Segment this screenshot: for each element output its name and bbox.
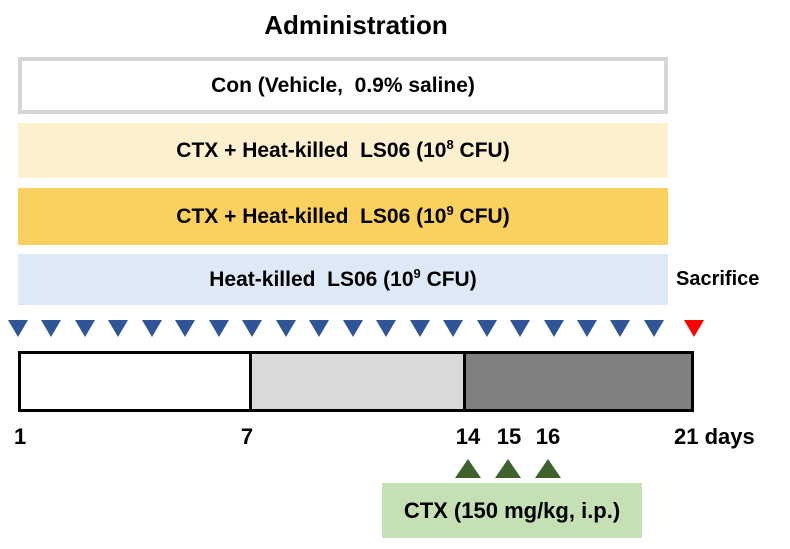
day-label-16: 16 xyxy=(535,424,561,449)
daily-dose-arrow-icon xyxy=(443,320,464,337)
daily-dose-arrow-icon xyxy=(543,320,564,337)
ctx-dose-arrow-icon xyxy=(455,459,481,478)
daily-dose-arrow-icon xyxy=(409,320,430,337)
daily-dose-arrow-icon xyxy=(275,320,296,337)
daily-dose-arrow-icon xyxy=(309,320,330,337)
sacrifice-arrow-icon xyxy=(684,320,704,337)
ctx-injection-label: CTX (150 mg/kg, i.p.) xyxy=(403,497,621,523)
ctx-injection-arrow-row xyxy=(455,459,561,478)
diagram-title: Administration xyxy=(264,10,448,40)
day-label-14: 14 xyxy=(455,424,481,449)
timeline-segment-days-7-14 xyxy=(248,354,466,409)
group-bar-ctx-ls06-1e9: CTX + Heat-killed LS06 (109 CFU) xyxy=(18,188,668,245)
day-label-21-days: 21 days xyxy=(674,424,755,449)
day-label-1: 1 xyxy=(14,424,27,449)
group-label: Heat-killed LS06 (109 CFU) xyxy=(209,265,477,291)
daily-dose-arrow-icon xyxy=(74,320,95,337)
ctx-dose-arrow-icon xyxy=(535,459,561,478)
daily-dose-arrow-icon xyxy=(643,320,664,337)
daily-dose-arrow-icon xyxy=(41,320,62,337)
ctx-injection-box: CTX (150 mg/kg, i.p.) xyxy=(382,483,642,538)
daily-dose-arrow-icon xyxy=(610,320,631,337)
timeline-bar xyxy=(18,351,694,412)
sacrifice-label: Sacrifice xyxy=(676,268,760,290)
daily-dose-arrow-icon xyxy=(175,320,196,337)
daily-dose-arrow-icon xyxy=(510,320,531,337)
daily-dose-arrow-icon xyxy=(376,320,397,337)
ctx-dose-arrow-icon xyxy=(495,459,521,478)
daily-arrow-row xyxy=(8,320,664,338)
timeline-segment-days-14-21 xyxy=(465,354,691,409)
daily-dose-arrow-icon xyxy=(208,320,229,337)
group-bar-ls06-1e9: Heat-killed LS06 (109 CFU) xyxy=(18,254,668,305)
daily-dose-arrow-icon xyxy=(242,320,263,337)
daily-dose-arrow-icon xyxy=(8,320,28,337)
group-label: CTX + Heat-killed LS06 (109 CFU) xyxy=(176,202,510,228)
group-bar-control: Con (Vehicle, 0.9% saline) xyxy=(18,57,668,114)
group-bar-ctx-ls06-1e8: CTX + Heat-killed LS06 (108 CFU) xyxy=(18,123,668,178)
group-label: CTX + Heat-killed LS06 (108 CFU) xyxy=(176,136,510,162)
group-label: Con (Vehicle, 0.9% saline) xyxy=(211,73,475,97)
daily-dose-arrow-icon xyxy=(576,320,597,337)
day-label-15: 15 xyxy=(496,424,522,449)
timeline-segment-days-1-7 xyxy=(21,354,249,409)
day-label-7: 7 xyxy=(240,424,254,449)
daily-dose-arrow-icon xyxy=(108,320,129,337)
daily-dose-arrow-icon xyxy=(141,320,162,337)
daily-dose-arrow-icon xyxy=(342,320,363,337)
daily-dose-arrow-icon xyxy=(476,320,497,337)
